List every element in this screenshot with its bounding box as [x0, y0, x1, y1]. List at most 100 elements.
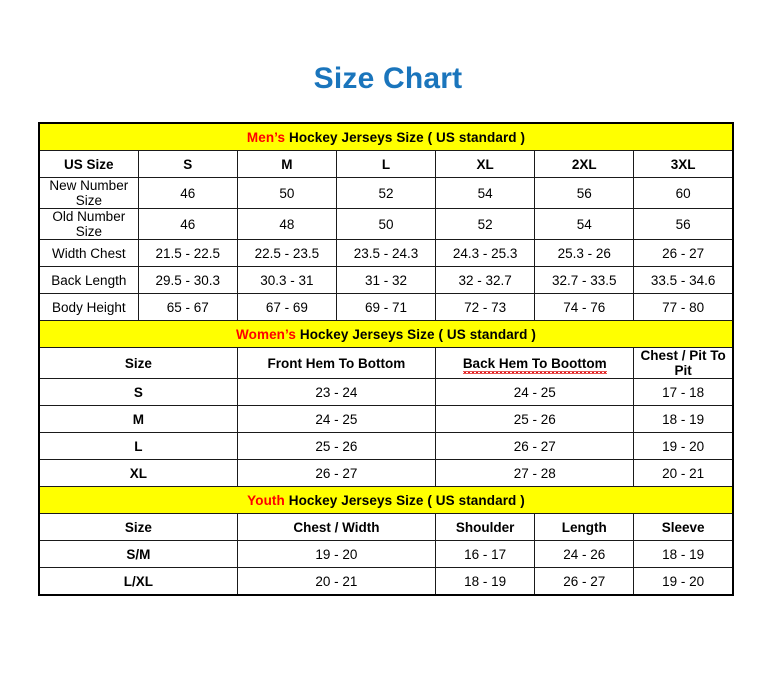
column-header-row: Size Front Hem To Bottom Back Hem To Boott… — [38, 347, 734, 379]
column-header: Chest / Width — [236, 513, 437, 541]
table-row: Width Chest 21.5 - 22.5 22.5 - 23.5 23.5 - … — [38, 239, 734, 267]
table-cell: 54 — [435, 177, 536, 209]
column-header: Back Hem To Boottom — [435, 347, 635, 379]
table-cell: 72 - 73 — [435, 293, 536, 321]
section-banner-row: Women’s Hockey Jerseys Size ( US standar… — [38, 320, 734, 348]
table-cell: 26 - 27 — [236, 459, 437, 487]
table-row: Old Number Size 46 48 50 52 54 56 — [38, 208, 734, 240]
section-banner-mens: Men’s Hockey Jerseys Size ( US standard … — [38, 122, 734, 151]
column-header: 3XL — [633, 150, 734, 178]
row-label: Old Number Size — [38, 208, 139, 240]
table-cell: 20 - 21 — [236, 567, 437, 596]
column-header: Length — [534, 513, 635, 541]
section-banner-womens: Women’s Hockey Jerseys Size ( US standar… — [38, 320, 734, 348]
table-cell: 65 - 67 — [137, 293, 238, 321]
table-cell: 24.3 - 25.3 — [435, 239, 536, 267]
column-header: M — [236, 150, 337, 178]
table-cell: 69 - 71 — [335, 293, 437, 321]
table-cell: 18 - 19 — [633, 405, 734, 433]
table-cell: 17 - 18 — [633, 378, 734, 406]
table-row: New Number Size 46 50 52 54 56 60 — [38, 177, 734, 209]
column-header: Shoulder — [435, 513, 536, 541]
section-banner-rest: Hockey Jerseys Size ( US standard ) — [285, 129, 526, 145]
column-header: Size — [38, 347, 238, 379]
table-cell: 56 — [534, 177, 635, 209]
table-cell: 23.5 - 24.3 — [335, 239, 437, 267]
row-label: Body Height — [38, 293, 139, 321]
table-cell: 30.3 - 31 — [236, 266, 337, 294]
table-cell: 24 - 25 — [236, 405, 437, 433]
row-label: Width Chest — [38, 239, 139, 267]
section-banner-accent: Women’s — [236, 326, 296, 342]
row-label: L — [38, 432, 238, 460]
row-label: Back Length — [38, 266, 139, 294]
section-banner-accent: Youth — [247, 492, 285, 508]
column-header: US Size — [38, 150, 139, 178]
table-row: L 25 - 26 26 - 27 19 - 20 — [38, 432, 734, 460]
column-header: S — [137, 150, 238, 178]
table-row: S 23 - 24 24 - 25 17 - 18 — [38, 378, 734, 406]
table-cell: 74 - 76 — [534, 293, 635, 321]
table-cell: 23 - 24 — [236, 378, 437, 406]
table-cell: 32 - 32.7 — [435, 266, 536, 294]
row-label: M — [38, 405, 238, 433]
table-cell: 52 — [435, 208, 536, 240]
table-cell: 77 - 80 — [633, 293, 734, 321]
table-cell: 26 - 27 — [435, 432, 635, 460]
table-cell: 22.5 - 23.5 — [236, 239, 337, 267]
table-cell: 67 - 69 — [236, 293, 337, 321]
page-title: Size Chart — [313, 62, 463, 95]
column-header: 2XL — [534, 150, 635, 178]
row-label: XL — [38, 459, 238, 487]
table-row: Body Height 65 - 67 67 - 69 69 - 71 72 - 73 7… — [38, 293, 734, 321]
table-cell: 24 - 26 — [534, 540, 635, 568]
column-header-row: US Size S M L XL 2XL 3XL — [38, 150, 734, 178]
table-row: XL 26 - 27 27 - 28 20 - 21 — [38, 459, 734, 487]
table-cell: 33.5 - 34.6 — [633, 266, 734, 294]
size-chart-table: Men’s Hockey Jerseys Size ( US standard … — [38, 122, 734, 596]
table-cell: 48 — [236, 208, 337, 240]
row-label: New Number Size — [38, 177, 139, 209]
section-banner-youth: Youth Hockey Jerseys Size ( US standard … — [38, 486, 734, 514]
table-cell: 21.5 - 22.5 — [137, 239, 238, 267]
table-row: L/XL 20 - 21 18 - 19 26 - 27 19 - 20 — [38, 567, 734, 596]
table-cell: 27 - 28 — [435, 459, 635, 487]
misspelled-text: Back Hem To Boottom — [462, 355, 607, 374]
row-label: S/M — [38, 540, 238, 568]
section-banner-rest: Hockey Jerseys Size ( US standard ) — [296, 326, 536, 342]
section-banner-row: Youth Hockey Jerseys Size ( US standard … — [38, 486, 734, 514]
table-cell: 52 — [335, 177, 437, 209]
table-cell: 18 - 19 — [435, 567, 536, 596]
table-row: S/M 19 - 20 16 - 17 24 - 26 18 - 19 — [38, 540, 734, 568]
table-cell: 56 — [633, 208, 734, 240]
column-header-row: Size Chest / Width Shoulder Length Sleeve — [38, 513, 734, 541]
size-chart-table-wrap: Men’s Hockey Jerseys Size ( US standard … — [38, 122, 734, 596]
table-cell: 54 — [534, 208, 635, 240]
column-header: Chest / Pit To Pit — [633, 347, 734, 379]
table-cell: 19 - 20 — [236, 540, 437, 568]
table-cell: 26 - 27 — [534, 567, 635, 596]
table-cell: 25.3 - 26 — [534, 239, 635, 267]
table-row: Back Length 29.5 - 30.3 30.3 - 31 31 - 32 32… — [38, 266, 734, 294]
table-cell: 50 — [335, 208, 437, 240]
column-header: XL — [435, 150, 536, 178]
table-cell: 19 - 20 — [633, 567, 734, 596]
table-cell: 18 - 19 — [633, 540, 734, 568]
table-cell: 25 - 26 — [435, 405, 635, 433]
table-cell: 46 — [137, 177, 238, 209]
section-banner-rest: Hockey Jerseys Size ( US standard ) — [284, 492, 525, 508]
table-cell: 26 - 27 — [633, 239, 734, 267]
section-banner-row: Men’s Hockey Jerseys Size ( US standard … — [38, 122, 734, 151]
table-cell: 46 — [137, 208, 238, 240]
row-label: S — [38, 378, 238, 406]
table-cell: 31 - 32 — [335, 266, 437, 294]
section-banner-accent: Men’s — [246, 129, 286, 145]
table-cell: 60 — [633, 177, 734, 209]
table-cell: 25 - 26 — [236, 432, 437, 460]
table-row: M 24 - 25 25 - 26 18 - 19 — [38, 405, 734, 433]
column-header: Front Hem To Bottom — [236, 347, 437, 379]
column-header: Sleeve — [633, 513, 734, 541]
table-cell: 29.5 - 30.3 — [137, 266, 238, 294]
table-cell: 24 - 25 — [435, 378, 635, 406]
